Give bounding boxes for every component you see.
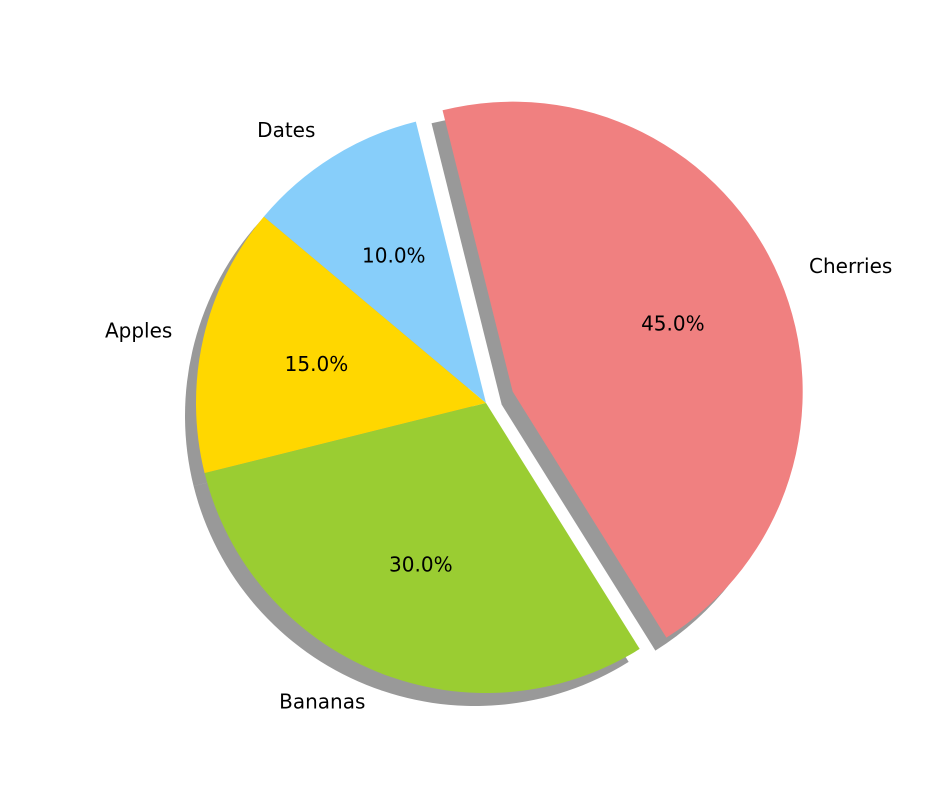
slice-bananas xyxy=(204,403,640,693)
slice-apples xyxy=(196,216,487,474)
slice-label-apples: Apples xyxy=(105,319,172,343)
slice-cherries xyxy=(442,101,803,638)
slice-percent-cherries: 45.0% xyxy=(641,312,705,336)
slice-dates xyxy=(263,121,486,403)
labels: Apples 15.0% Bananas 30.0% Cherries 45.0% Date… xyxy=(105,118,892,713)
slice-label-cherries: Cherries xyxy=(809,254,892,278)
slice-percent-bananas: 30.0% xyxy=(389,552,453,576)
slice-percent-apples: 15.0% xyxy=(285,352,349,376)
slice-label-dates: Dates xyxy=(257,118,315,142)
slices xyxy=(196,101,803,693)
slice-label-bananas: Bananas xyxy=(279,689,365,713)
slice-percent-dates: 10.0% xyxy=(362,243,426,267)
